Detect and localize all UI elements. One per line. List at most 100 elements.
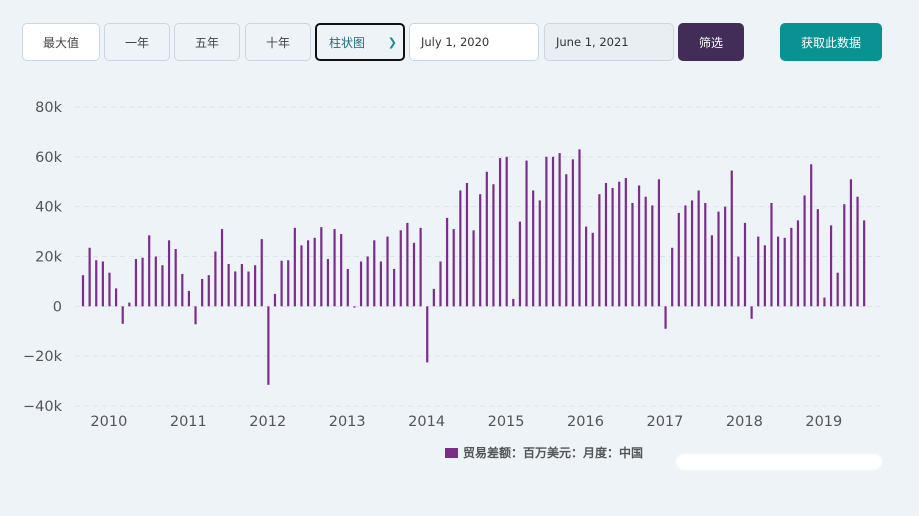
bar — [148, 235, 151, 307]
bar — [863, 220, 866, 307]
bar — [419, 227, 422, 307]
bar — [412, 242, 416, 307]
x-tick-label: 2010 — [90, 414, 127, 430]
bar — [677, 212, 680, 307]
bar — [194, 306, 197, 325]
fetch-data-button[interactable]: 获取此数据 — [780, 23, 882, 61]
bar — [724, 206, 727, 307]
x-tick-label: 2017 — [646, 414, 683, 430]
bar — [141, 257, 144, 307]
bar — [624, 178, 627, 307]
y-axis: −40k −20k 0 20k 40k 60k 80k — [23, 100, 63, 415]
x-axis: 2010 2011 2012 2013 2014 2015 2016 2017 2018 2019 — [90, 414, 842, 430]
bar — [545, 156, 548, 307]
x-tick-label: 2013 — [329, 414, 366, 430]
bar — [386, 236, 389, 307]
bar — [757, 236, 760, 307]
bar — [737, 256, 740, 307]
bar — [134, 258, 138, 307]
bar — [452, 229, 455, 307]
bar — [128, 302, 131, 307]
bar — [267, 306, 270, 385]
x-tick-label: 2011 — [170, 414, 207, 430]
bar — [260, 239, 263, 307]
bar — [353, 306, 356, 308]
bar — [393, 268, 396, 307]
bar — [829, 225, 833, 307]
chart-type-value: 柱状图 — [329, 35, 366, 50]
bar — [558, 153, 561, 307]
bar — [101, 261, 104, 307]
bar — [743, 222, 747, 307]
bar-series — [81, 149, 866, 385]
bar — [293, 227, 296, 307]
bar — [300, 245, 303, 307]
bar — [432, 288, 435, 307]
bar — [750, 306, 753, 319]
bar — [187, 290, 191, 307]
y-tick-label: 60k — [35, 150, 62, 166]
filter-button[interactable]: 筛选 — [678, 23, 744, 61]
bar — [207, 275, 210, 307]
bar — [671, 247, 674, 307]
bar — [214, 251, 217, 307]
bar — [174, 249, 177, 307]
bar — [585, 226, 588, 307]
bar — [485, 171, 488, 307]
y-tick-label: 0 — [53, 299, 62, 315]
y-tick-label: 20k — [35, 250, 62, 266]
bar — [280, 260, 283, 307]
bar — [783, 237, 786, 307]
bar — [326, 258, 330, 307]
bar — [591, 232, 594, 307]
range-10y-button[interactable]: 十年 — [245, 23, 311, 61]
bar — [234, 271, 237, 307]
bar — [273, 293, 277, 307]
bar — [465, 182, 469, 307]
bar — [551, 156, 555, 307]
x-tick-label: 2014 — [408, 414, 445, 430]
bar — [446, 217, 449, 307]
range-max-button[interactable]: 最大值 — [22, 23, 100, 61]
bar — [320, 227, 323, 307]
bar — [220, 229, 224, 307]
x-tick-label: 2016 — [567, 414, 604, 430]
bar — [479, 194, 482, 307]
bar — [346, 268, 349, 307]
bar — [856, 196, 859, 307]
chart-legend: 贸易差额：百万美元：月度：中国 — [445, 444, 643, 461]
y-tick-label: 40k — [35, 200, 62, 216]
range-5y-button[interactable]: 五年 — [174, 23, 240, 61]
bar — [108, 272, 111, 307]
bar — [439, 261, 442, 307]
bar — [512, 298, 515, 307]
end-date-input[interactable]: June 1, 2021 — [544, 23, 674, 61]
bar — [525, 160, 528, 307]
bar — [637, 185, 641, 307]
bar — [644, 196, 647, 307]
chart-type-select[interactable]: 柱状图 ❯ — [315, 23, 405, 61]
start-date-input[interactable]: July 1, 2020 — [409, 23, 539, 61]
bar — [611, 187, 614, 307]
bar — [340, 234, 343, 307]
bar — [426, 306, 429, 363]
bar — [604, 182, 608, 307]
bar — [379, 261, 382, 307]
bar — [538, 200, 541, 307]
bar — [770, 202, 773, 307]
range-1y-button[interactable]: 一年 — [104, 23, 170, 61]
bar — [121, 306, 124, 324]
bar — [598, 194, 601, 307]
bar — [790, 227, 793, 307]
bar — [154, 256, 157, 307]
bar — [459, 190, 462, 307]
bar — [81, 275, 85, 307]
bar — [816, 209, 819, 307]
bar — [359, 261, 363, 307]
bar — [498, 158, 502, 307]
bar — [313, 237, 316, 307]
bar — [810, 164, 813, 307]
bar — [518, 221, 522, 307]
redaction-smudge — [676, 454, 882, 470]
